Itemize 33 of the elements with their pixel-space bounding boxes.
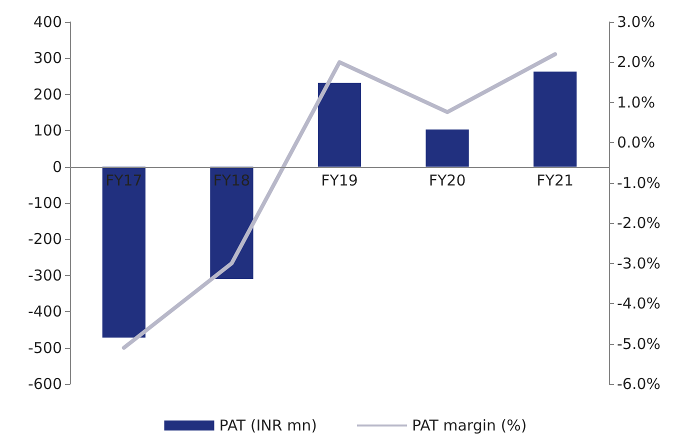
legend-label: PAT (INR mn): [219, 416, 318, 434]
y2-tick-label: -1.0%: [617, 174, 661, 192]
x-tick-label: FY18: [213, 171, 250, 190]
y-tick-label: 400: [33, 13, 62, 31]
y2-tick-label: 0.0%: [617, 134, 656, 152]
bar: [210, 166, 254, 280]
x-tick-label: FY20: [428, 171, 466, 190]
y-tick-label: -600: [28, 375, 62, 393]
y2-tick-label: -4.0%: [617, 294, 661, 313]
y-tick-label: -200: [28, 230, 62, 248]
y-tick-label: 200: [33, 85, 62, 104]
y2-tick-label: -6.0%: [617, 375, 661, 393]
legend-label: PAT margin (%): [412, 416, 527, 434]
y-tick-label: 300: [33, 49, 62, 68]
y2-tick-label: -5.0%: [617, 334, 661, 353]
bar: [534, 72, 577, 167]
y2-tick-label: 3.0%: [617, 13, 656, 31]
x-tick-label: FY19: [321, 171, 358, 190]
y2-tick-label: -3.0%: [617, 254, 661, 272]
y-tick-label: -400: [28, 302, 62, 321]
y2-tick-label: 2.0%: [617, 53, 656, 72]
y2-tick-label: -2.0%: [617, 214, 661, 232]
bar: [318, 82, 362, 167]
y-tick-label: 100: [33, 122, 62, 140]
y-tick-label: 0: [52, 158, 62, 176]
y-tick-label: -500: [28, 338, 62, 357]
y2-tick-label: 1.0%: [617, 93, 656, 112]
x-tick-label: FY21: [536, 171, 574, 190]
y-tick-label: -300: [28, 266, 62, 284]
y-tick-label: -100: [28, 194, 62, 212]
bar: [426, 130, 469, 167]
x-tick-label: FY17: [105, 171, 142, 190]
bar: [102, 166, 146, 338]
